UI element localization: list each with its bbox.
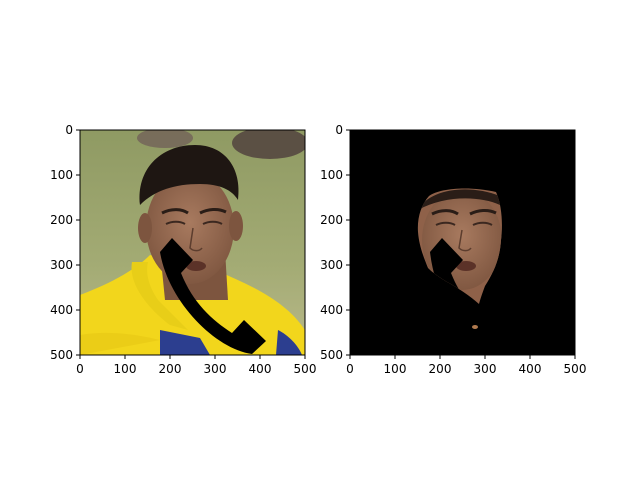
left-image	[80, 130, 305, 355]
right-y-tick-label: 100	[320, 168, 343, 182]
right-axes-frame	[349, 129, 576, 356]
right-x-tick-label: 100	[384, 362, 407, 376]
right-x-tick-label: 200	[429, 362, 452, 376]
right-y-tick-label: 200	[320, 213, 343, 227]
left-y-tick-label: 200	[50, 213, 73, 227]
phone-handset-icon	[160, 238, 266, 354]
left-y-tick-label: 400	[50, 303, 73, 317]
right-x-tick-label: 0	[346, 362, 354, 376]
left-y-tick-label: 500	[50, 348, 73, 362]
left-y-tick-label: 300	[50, 258, 73, 272]
right-y-tick-label: 0	[335, 123, 343, 137]
right-x-tick-label: 500	[564, 362, 587, 376]
left-x-tick-label: 0	[76, 362, 84, 376]
right-x-tick-label: 400	[519, 362, 542, 376]
right-image	[350, 130, 575, 355]
right-y-tick-label: 300	[320, 258, 343, 272]
left-axes-frame	[79, 129, 306, 356]
right-y-tick-label: 400	[320, 303, 343, 317]
right-y-tick-label: 500	[320, 348, 343, 362]
right-x-tick-label: 300	[474, 362, 497, 376]
left-x-tick-label: 200	[159, 362, 182, 376]
left-x-tick-label: 300	[204, 362, 227, 376]
left-y-tick-label: 100	[50, 168, 73, 182]
left-x-tick-label: 500	[294, 362, 317, 376]
left-x-tick-label: 100	[114, 362, 137, 376]
left-x-tick-label: 400	[249, 362, 272, 376]
left-y-tick-label: 0	[65, 123, 73, 137]
